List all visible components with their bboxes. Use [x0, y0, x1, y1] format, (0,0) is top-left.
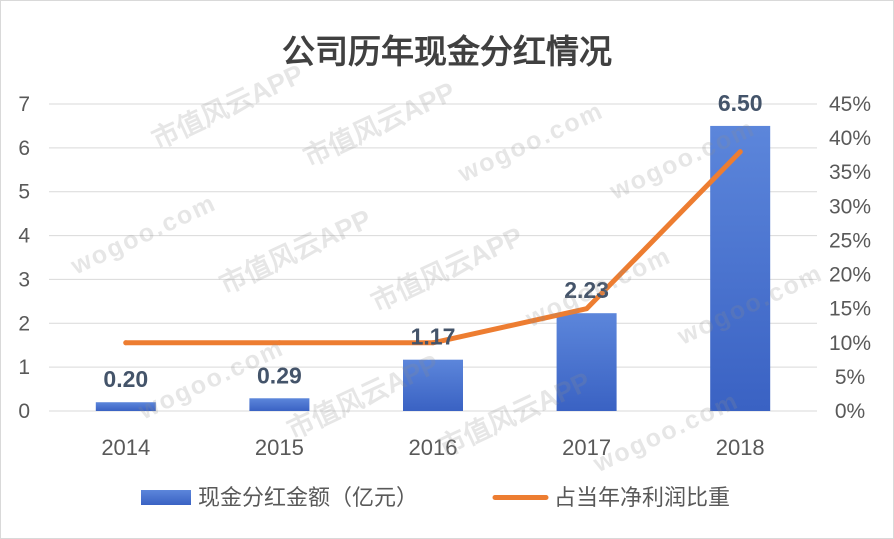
- legend-line-label: 占当年净利润比重: [554, 485, 730, 510]
- y-left-tick-label: 6: [18, 137, 30, 160]
- x-axis: 2014 2015 2016 2017 2018: [101, 435, 764, 460]
- legend-bar-label: 现金分红金额（亿元）: [198, 485, 418, 510]
- bar-data-label: 0.20: [103, 366, 148, 392]
- bar: [710, 125, 771, 411]
- y-left-tick-label: 5: [18, 181, 30, 204]
- y-right-tick-label: 10%: [829, 332, 871, 355]
- line-point: [123, 340, 129, 346]
- y-right-tick-label: 5%: [835, 366, 865, 389]
- chart-title: 公司历年现金分红情况: [282, 33, 612, 70]
- x-tick-label: 2017: [562, 435, 611, 460]
- bar-data-label: 1.17: [411, 324, 456, 350]
- x-tick-label: 2015: [255, 435, 304, 460]
- y-left-tick-label: 1: [18, 356, 30, 379]
- y-right-tick-label: 0%: [835, 400, 865, 423]
- y-left-tick-label: 3: [18, 268, 30, 291]
- legend: 现金分红金额（亿元） 占当年净利润比重: [141, 485, 730, 510]
- bar-data-labels: 0.20 0.29 1.17 2.23 6.50: [103, 90, 762, 392]
- bar: [249, 398, 310, 411]
- y-axis-left: 0 1 2 3 4 5 6 7: [18, 93, 30, 423]
- line-series: [123, 149, 743, 346]
- bar: [95, 402, 156, 411]
- y-right-tick-label: 35%: [829, 161, 871, 184]
- x-tick-label: 2014: [101, 435, 150, 460]
- y-right-tick-label: 25%: [829, 229, 871, 252]
- line-point: [430, 340, 436, 346]
- bar-data-label: 2.23: [564, 277, 609, 303]
- y-right-tick-label: 15%: [829, 298, 871, 321]
- y-right-tick-label: 40%: [829, 127, 871, 150]
- line-point: [737, 149, 743, 155]
- y-left-tick-label: 4: [18, 225, 30, 248]
- y-left-tick-label: 7: [18, 93, 30, 116]
- y-axis-right: 0% 5% 10% 15% 20% 25% 30% 35% 40% 45%: [829, 93, 871, 423]
- y-right-tick-label: 30%: [829, 195, 871, 218]
- line-point: [584, 306, 590, 312]
- legend-bar-swatch: [141, 490, 191, 505]
- x-tick-label: 2018: [716, 435, 765, 460]
- bar-data-label: 0.29: [257, 362, 302, 388]
- x-tick-label: 2016: [409, 435, 458, 460]
- line-point: [276, 340, 282, 346]
- y-right-tick-label: 20%: [829, 264, 871, 287]
- bar: [556, 313, 617, 411]
- bar: [403, 359, 463, 411]
- gridlines: [49, 103, 817, 412]
- y-left-tick-label: 2: [18, 312, 30, 335]
- y-left-tick-label: 0: [18, 400, 30, 423]
- y-right-tick-label: 45%: [829, 93, 871, 116]
- bar-data-label: 6.50: [718, 90, 763, 116]
